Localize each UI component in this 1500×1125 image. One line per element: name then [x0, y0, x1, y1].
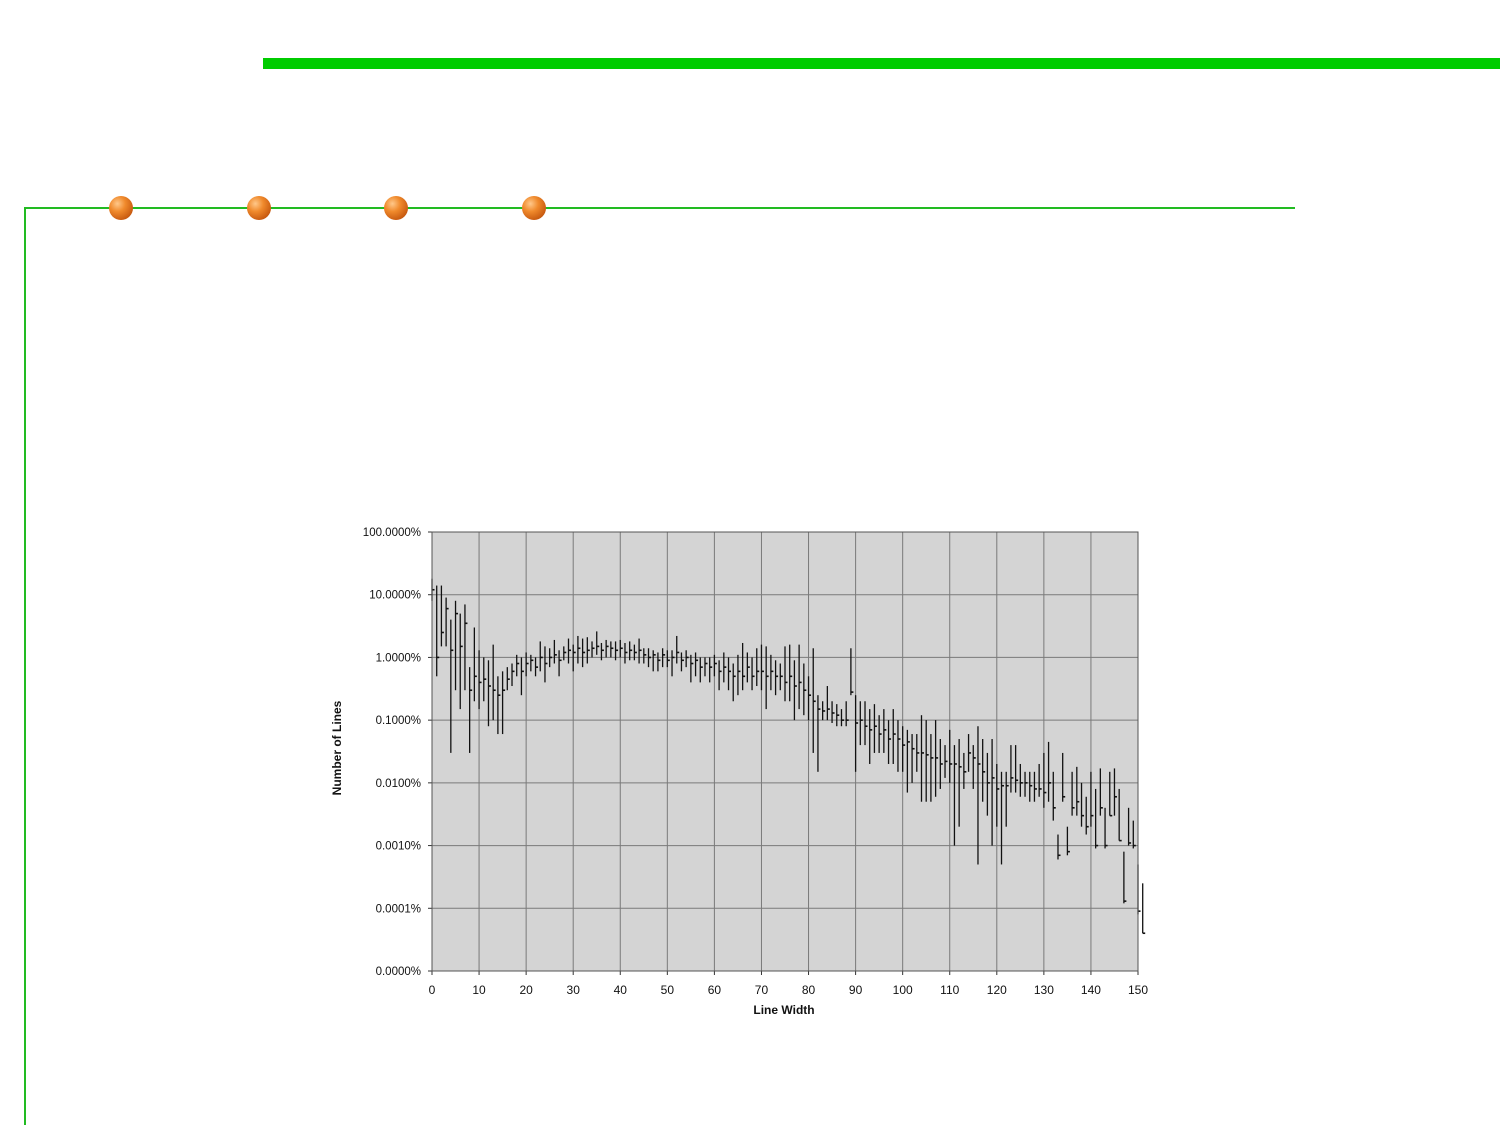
y-tick-label: 0.0010%: [376, 841, 421, 853]
y-axis-label: Number of Lines: [330, 700, 344, 795]
y-tick-label: 0.1000%: [376, 715, 421, 727]
x-tick-labels: 0 10 20 30 40 50 60 70 80 90 100 110 120 130 140 150: [429, 983, 1149, 997]
plot-border: [431, 531, 1139, 972]
x-tick-label: 140: [1081, 983, 1101, 997]
y-tick-label: 100.0000%: [363, 527, 421, 539]
plot-area: [432, 532, 1138, 971]
data-marks: [431, 578, 1146, 935]
x-tick-label: 130: [1034, 983, 1054, 997]
x-tick-label: 120: [987, 983, 1007, 997]
x-tick-label: 110: [940, 983, 959, 997]
y-tick-label: 0.0001%: [376, 903, 421, 915]
frame-vertical-line: [24, 207, 26, 1125]
x-tick-label: 70: [755, 983, 769, 997]
x-tick-label: 100: [893, 983, 913, 997]
frame-horizontal-line: [24, 207, 1295, 209]
x-tick-label: 150: [1128, 983, 1148, 997]
x-tick-label: 60: [708, 983, 722, 997]
x-tick-label: 50: [661, 983, 675, 997]
decor-dot-3: [384, 196, 408, 220]
decor-dot-4: [522, 196, 546, 220]
line-width-chart: 0 10 20 30 40 50 60 70 80 90 100 110 120 130 140 150 10…: [330, 527, 1149, 1017]
y-tick-label: 0.0100%: [376, 778, 421, 790]
top-accent-bar: [263, 58, 1500, 69]
x-tick-label: 0: [429, 983, 436, 997]
x-tick-label: 40: [614, 983, 628, 997]
x-tick-label: 20: [519, 983, 533, 997]
x-tick-label: 80: [802, 983, 816, 997]
decor-dot-1: [109, 196, 133, 220]
y-tick-label: 0.0000%: [376, 966, 421, 978]
y-tick-label: 1.0000%: [376, 652, 421, 664]
decor-dot-2: [247, 196, 271, 220]
x-tick-label: 10: [472, 983, 486, 997]
x-tick-label: 30: [567, 983, 581, 997]
x-axis-label: Line Width: [753, 1003, 814, 1017]
y-tick-labels: 100.0000% 10.0000% 1.0000% 0.1000% 0.0100% 0.…: [363, 527, 421, 978]
x-tick-label: 90: [849, 983, 863, 997]
y-tick-label: 10.0000%: [369, 590, 421, 602]
